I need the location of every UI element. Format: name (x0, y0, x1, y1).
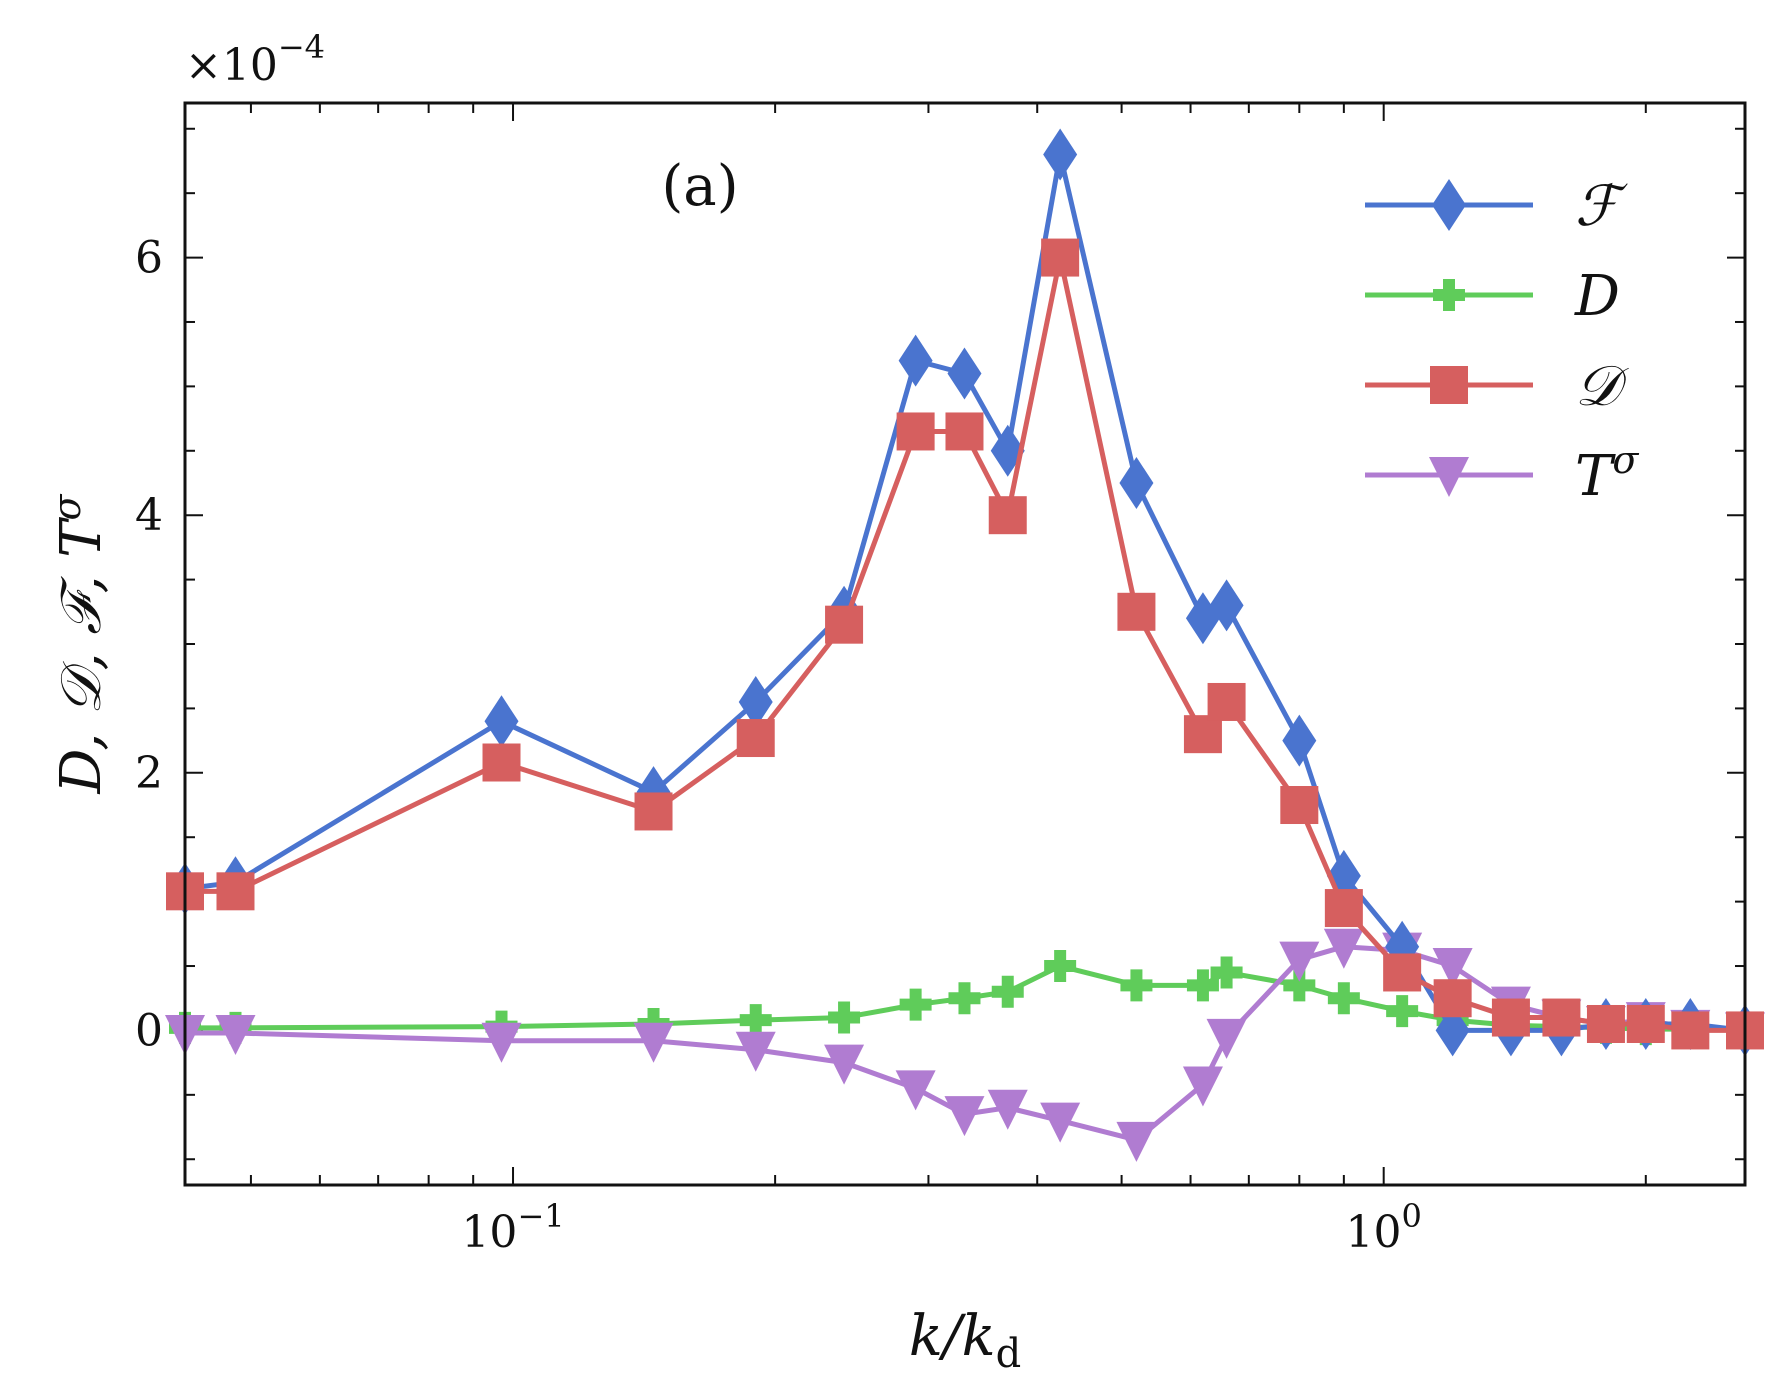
legend-label: 𝒟 (1575, 354, 1629, 419)
data-point (1043, 128, 1078, 181)
data-point (1542, 998, 1581, 1037)
series-0 (168, 128, 1762, 1057)
data-point (990, 424, 1025, 477)
data-point (1116, 1121, 1157, 1162)
data-point (945, 412, 984, 451)
data-point (1433, 979, 1472, 1018)
data-point (215, 1015, 256, 1056)
data-point (1209, 579, 1244, 632)
data-point (1210, 956, 1243, 989)
data-point (828, 1001, 861, 1034)
series-2 (166, 238, 1764, 1050)
data-point (1586, 1004, 1625, 1043)
data-point (634, 792, 673, 831)
data-point (1206, 1018, 1247, 1059)
data-point (633, 1022, 674, 1063)
data-point (735, 1031, 776, 1072)
data-point (736, 719, 775, 758)
data-point (1432, 948, 1473, 989)
legend-label: Tσ (1575, 438, 1639, 509)
data-point (1491, 998, 1530, 1037)
data-point (987, 1089, 1028, 1130)
data-point (824, 1044, 865, 1085)
data-point (1626, 1004, 1665, 1043)
data-point (481, 1022, 522, 1063)
data-point (1383, 953, 1422, 992)
data-point (739, 1004, 772, 1037)
data-point (1182, 1066, 1223, 1107)
y-multiplier-label: ×10−4 (185, 28, 325, 91)
data-point (1279, 941, 1320, 982)
series-line (184, 152, 1746, 1033)
data-point (1282, 714, 1317, 767)
data-point (1186, 969, 1219, 1002)
series-3 (165, 928, 1765, 1162)
legend-marker (1432, 179, 1466, 231)
data-point (896, 412, 935, 451)
data-point (948, 982, 981, 1015)
data-point (484, 695, 519, 748)
data-point (1040, 1102, 1081, 1143)
data-point (988, 496, 1027, 535)
plot-frame (183, 101, 1747, 1187)
legend-label: ℱ (1575, 174, 1628, 239)
data-point (1386, 995, 1419, 1028)
y-axis-title: D, 𝒟, ℱ, Tσ (45, 493, 114, 794)
data-point (898, 334, 933, 387)
data-point (1435, 1004, 1470, 1057)
data-point (899, 988, 932, 1021)
legend-marker (1433, 279, 1465, 311)
legend-marker (1430, 366, 1468, 404)
y-tick-label: 0 (135, 1005, 163, 1056)
x-tick-label: 100 (1346, 1197, 1422, 1258)
legend-label: D (1574, 264, 1620, 329)
series-layer (165, 128, 1765, 1162)
y-tick-label: 6 (135, 233, 163, 284)
x-axis-title: k/kd (909, 1304, 1021, 1377)
data-point (1044, 950, 1077, 983)
data-point (738, 675, 773, 728)
labels-layer: 10−1 100 0 2 4 6 ×10−4 (a) k/kd D, 𝒟, ℱ, Tσ (45, 28, 1422, 1377)
data-point (1283, 969, 1316, 1002)
data-point (991, 975, 1024, 1008)
panel-label: (a) (661, 154, 738, 219)
data-point (1671, 1011, 1710, 1050)
data-point (895, 1070, 936, 1111)
data-point (216, 872, 255, 911)
data-point (1280, 786, 1319, 825)
data-point (1120, 969, 1153, 1002)
legend-marker (1429, 457, 1469, 497)
data-point (1324, 889, 1363, 928)
legend: ℱD𝒟 Tσ (1365, 174, 1639, 509)
data-point (944, 1096, 985, 1137)
data-point (1327, 982, 1360, 1015)
data-point (1323, 928, 1364, 969)
data-point (1117, 592, 1156, 631)
data-point (482, 743, 521, 782)
x-tick-label: 10−1 (461, 1197, 564, 1258)
y-tick-label: 2 (135, 748, 163, 799)
data-point (1119, 456, 1154, 509)
data-point (1183, 715, 1222, 754)
data-point (825, 605, 864, 644)
data-point (1207, 682, 1246, 721)
data-point (1041, 238, 1080, 277)
data-point (947, 347, 982, 400)
y-tick-label: 4 (135, 490, 163, 541)
